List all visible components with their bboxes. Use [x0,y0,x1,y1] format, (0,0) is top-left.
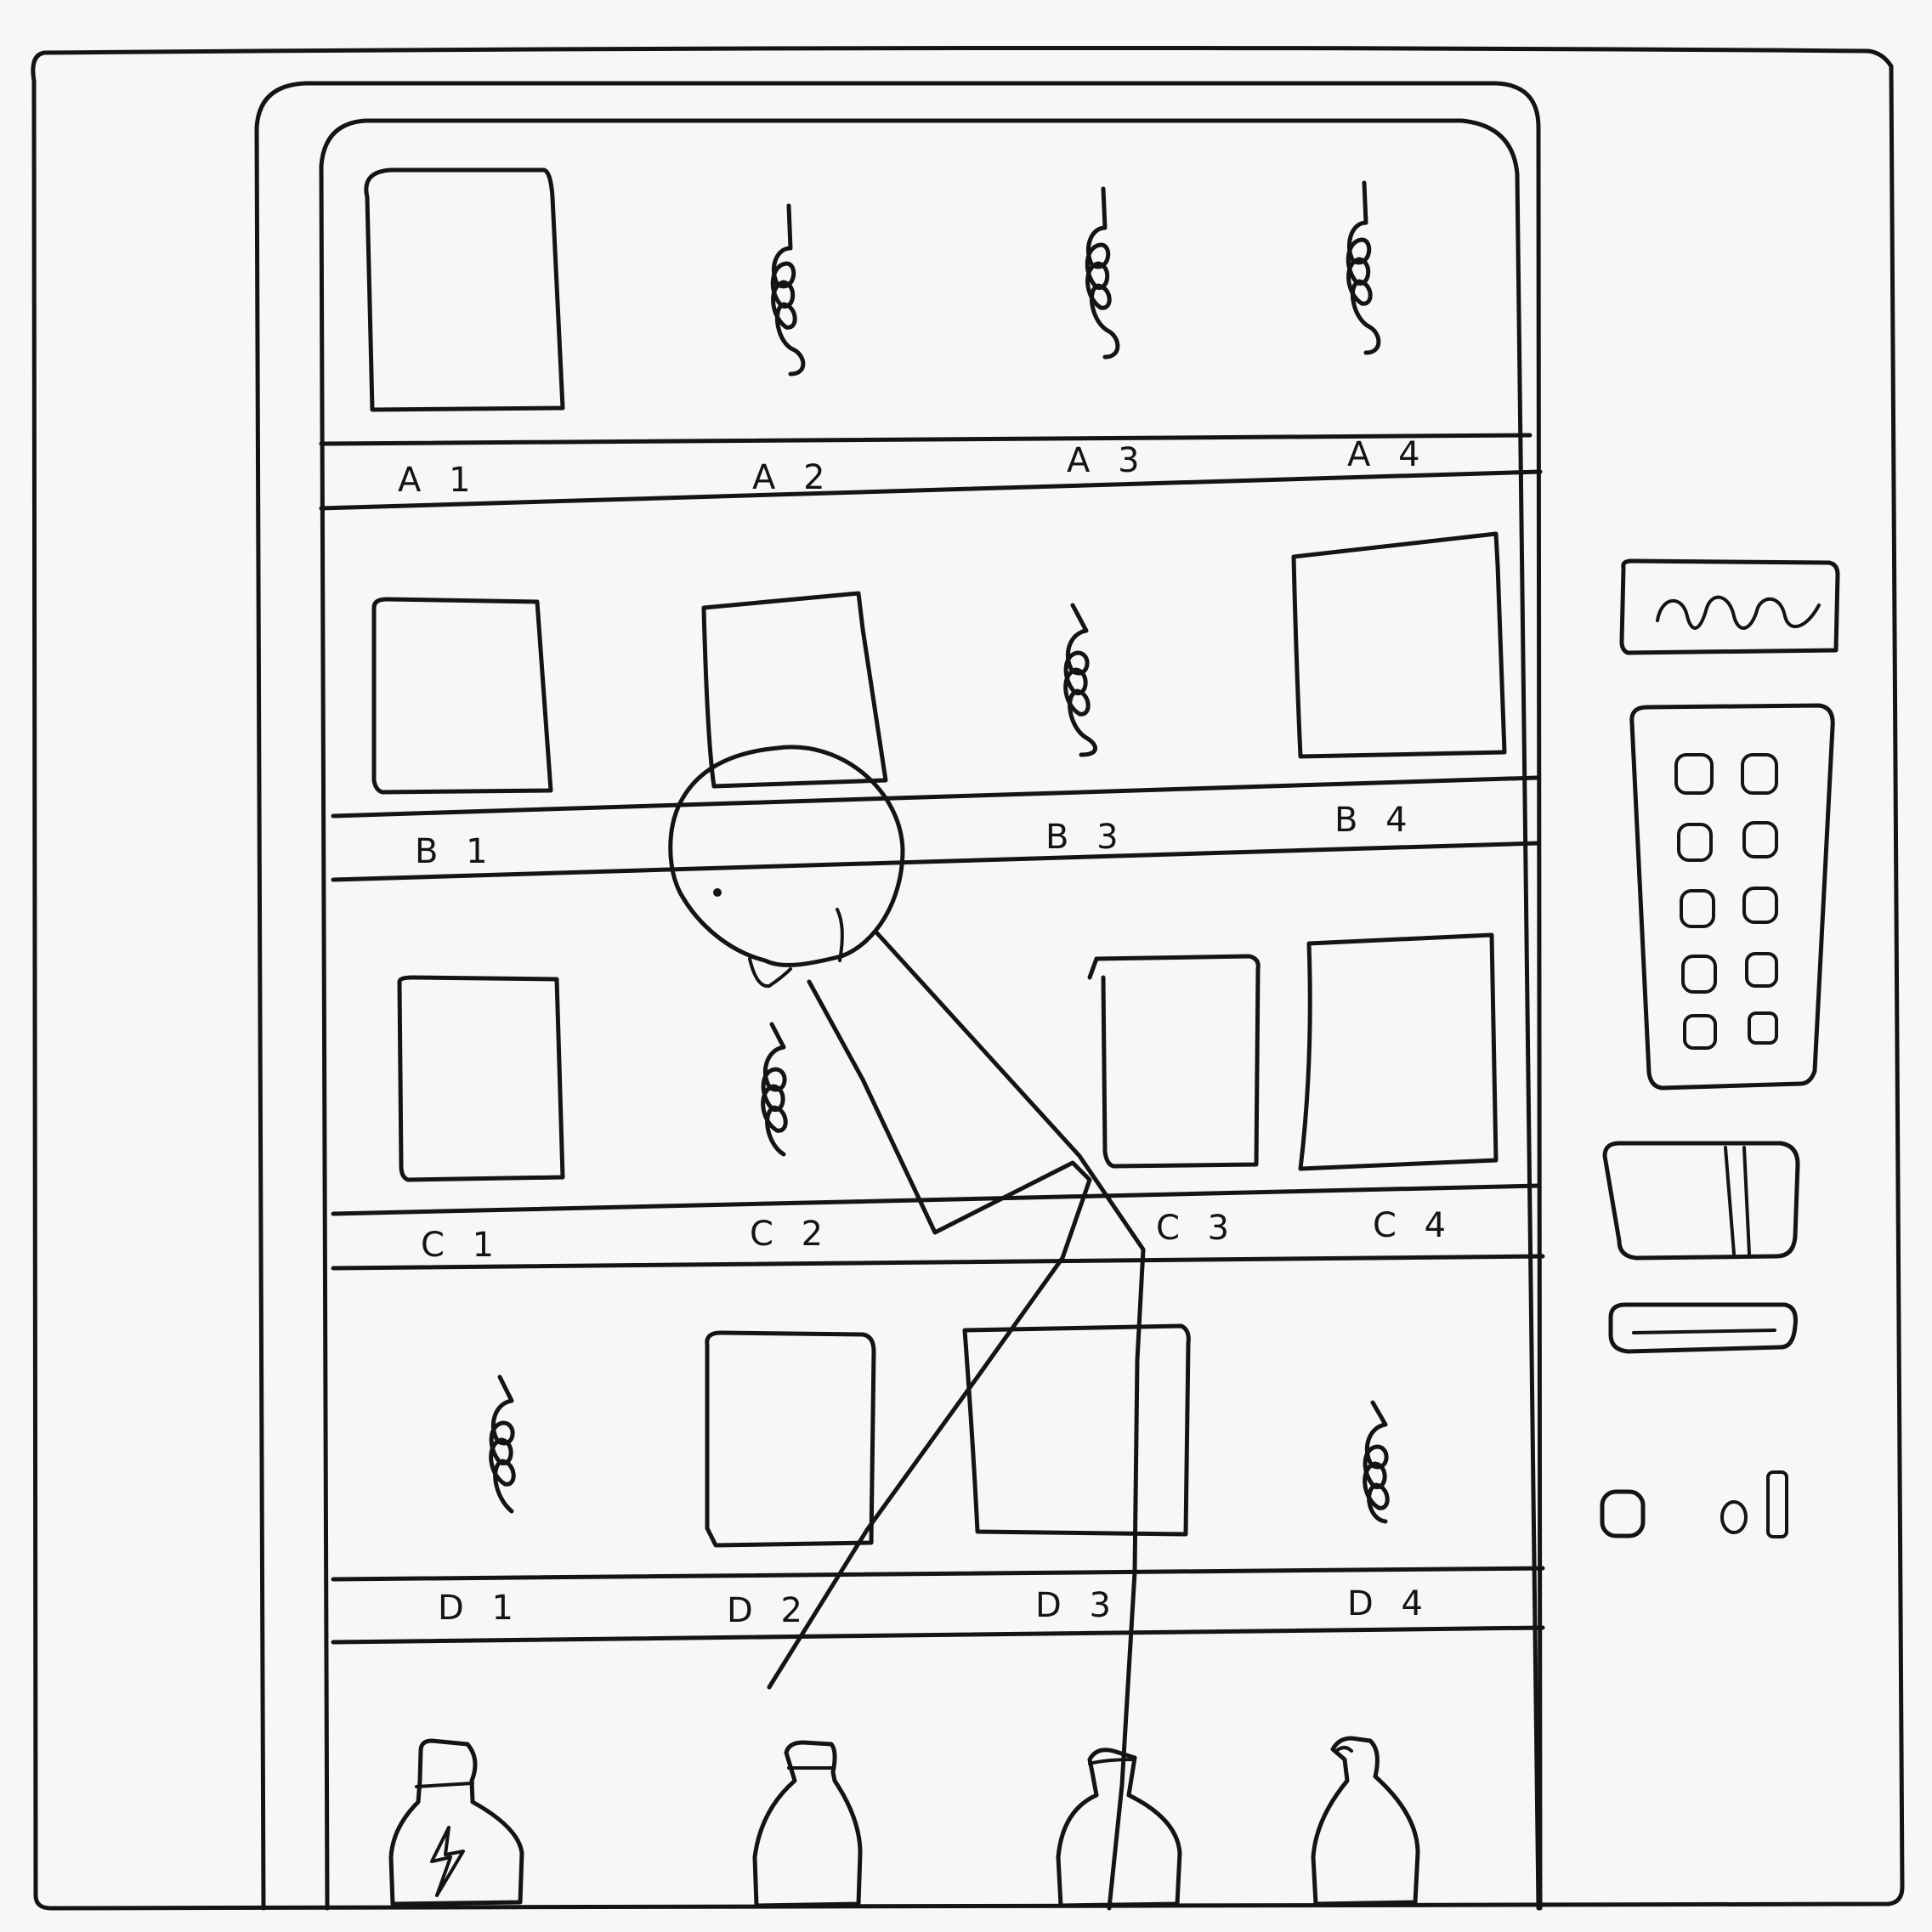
slot-d4-coil[interactable] [1363,1400,1390,1524]
bottle-1[interactable] [388,1738,524,1907]
shelf-b [331,775,1541,882]
bottle-2[interactable] [752,1740,863,1908]
slot-c1-item[interactable] [397,975,565,1182]
keypad-key-3[interactable] [1677,823,1713,862]
slot-c3-item[interactable] [1087,954,1261,1169]
machine-cabinet [31,45,1905,1911]
slot-c4-item[interactable] [1298,932,1499,1171]
keypad-key-8[interactable] [1745,952,1778,988]
bottle-4[interactable] [1311,1736,1420,1907]
keypad-key-2[interactable] [1741,753,1778,795]
stick-figure-eye [713,888,722,897]
control-panel [1600,558,1840,1538]
slot-d4-label: D 4 [1347,1584,1431,1623]
shelves [319,433,1545,1645]
keypad-key-5[interactable] [1680,889,1715,928]
bill-acceptor[interactable] [1602,1141,1800,1261]
slot-d1-label: D 1 [438,1589,522,1628]
slot-d2-label: D 2 [727,1591,811,1630]
keypad-key-4[interactable] [1742,821,1778,858]
slot-b4-label: B 4 [1334,801,1416,840]
slot-b1-label: B 1 [415,832,496,871]
slot-d3-label: D 3 [1035,1586,1119,1625]
coin-slot[interactable] [1720,1470,1788,1538]
coin-return-button[interactable] [1600,1489,1646,1538]
slot-c1-label: C 1 [421,1226,502,1265]
slot-c2-coil[interactable] [761,1022,788,1157]
display-screen [1619,558,1840,655]
slot-a3-label: A 3 [1067,441,1148,480]
stick-figure-arm-curl [836,908,844,962]
slot-c4-label: C 4 [1373,1206,1454,1245]
slot-d1-coil[interactable] [489,1374,516,1514]
slot-d2-item[interactable] [705,1330,876,1548]
keypad-key-9[interactable] [1683,1014,1717,1050]
keypad [1629,703,1835,1091]
bottle-3[interactable] [1056,1748,1182,1908]
stick-figure-nose [748,957,792,989]
slot-c2-label: C 2 [750,1215,831,1254]
slot-b2-item[interactable] [701,591,888,789]
slot-a1-item[interactable] [364,167,565,412]
slot-a2-label: A 2 [752,458,834,497]
shelf-d [331,1566,1545,1645]
shelf-a [319,433,1543,511]
keypad-key-1[interactable] [1674,753,1714,795]
window-outer-frame [254,81,1543,1911]
slot-a4-label: A 4 [1347,435,1429,474]
keypad-key-10[interactable] [1748,1011,1778,1045]
slot-a1-label: A 1 [398,461,479,500]
slot-c3-label: C 3 [1156,1209,1238,1248]
slot-d3-item[interactable] [962,1323,1191,1537]
stick-figure-head [668,745,905,967]
keypad-key-7[interactable] [1681,955,1717,994]
lightning-bolt-icon [430,1826,465,1897]
keypad-key-6[interactable] [1742,887,1778,924]
slot-a2-coil[interactable] [770,203,806,377]
stick-figure-body [875,931,1146,1911]
stick-figure [668,745,1146,1911]
slot-a3-coil[interactable] [1085,186,1120,360]
slot-b3-label: B 3 [1045,818,1127,857]
window-inner-frame [319,118,1541,1911]
wave-icon [1656,595,1821,630]
shelf-c [331,1183,1545,1271]
slot-a4-coil[interactable] [1346,180,1381,355]
card-slot[interactable] [1608,1302,1798,1354]
slot-b4-item[interactable] [1291,531,1507,759]
stick-figure-arm [767,979,1092,1690]
slot-b3-coil[interactable] [1063,603,1097,757]
slot-b1-item[interactable] [371,597,553,795]
